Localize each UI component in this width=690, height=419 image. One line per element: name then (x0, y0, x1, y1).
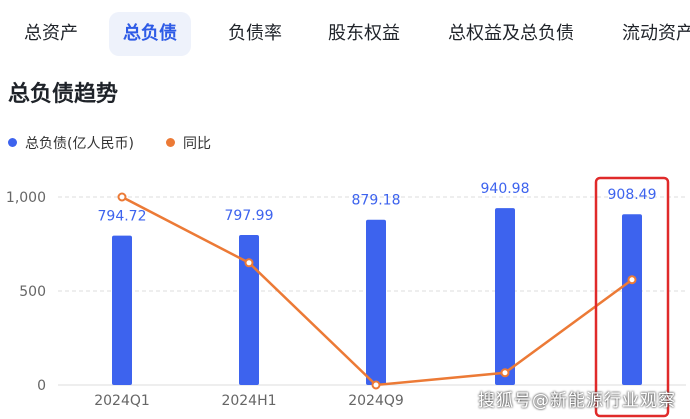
bar (495, 208, 515, 385)
x-tick-label: 2024Q9 (348, 393, 404, 409)
watermark: 搜狐号@新能源行业观察 (478, 391, 676, 411)
bar (112, 235, 132, 385)
yoy-point (117, 192, 127, 202)
tab-bar: 总资产 总负债 负债率 股东权益 总权益及总负债 流动资产 (0, 12, 690, 58)
tab-total-liabilities[interactable]: 总负债 (109, 12, 191, 56)
yoy-point (627, 275, 637, 285)
section-title: 总负债趋势 (8, 82, 119, 107)
tab-equity-and-liabilities[interactable]: 总权益及总负债 (448, 23, 574, 44)
tab-total-assets[interactable]: 总资产 (24, 23, 78, 44)
highlight-box (594, 176, 670, 418)
x-tick-label: 2024Q1 (94, 393, 150, 409)
tab-shareholder-equity[interactable]: 股东权益 (328, 23, 400, 44)
y-tick-label: 1,000 (6, 190, 46, 206)
bar-value-label: 940.98 (481, 181, 530, 197)
legend-label-liabilities: 总负债(亿人民币) (25, 136, 134, 152)
bar (239, 234, 259, 385)
bar-value-label: 797.99 (225, 208, 274, 224)
y-tick-label: 0 (37, 378, 46, 394)
bar-value-label: 794.72 (98, 209, 147, 225)
legend-dot-icon (166, 138, 175, 147)
tab-current-assets[interactable]: 流动资产 (622, 23, 690, 44)
x-tick-label: 2024H1 (221, 393, 276, 409)
y-tick-label: 500 (19, 284, 46, 300)
bar-value-label: 908.49 (608, 187, 657, 203)
legend-item-liabilities[interactable]: 总负债(亿人民币) (8, 133, 134, 153)
yoy-point (371, 380, 381, 390)
yoy-point (244, 258, 254, 268)
bar (622, 214, 642, 385)
yoy-point (500, 368, 510, 378)
legend-label-yoy: 同比 (183, 136, 211, 152)
bar-value-label: 879.18 (352, 193, 401, 209)
legend-dot-icon (8, 138, 17, 147)
bar (366, 219, 386, 385)
legend-item-yoy[interactable]: 同比 (166, 133, 211, 153)
tab-debt-ratio[interactable]: 负债率 (228, 23, 282, 44)
